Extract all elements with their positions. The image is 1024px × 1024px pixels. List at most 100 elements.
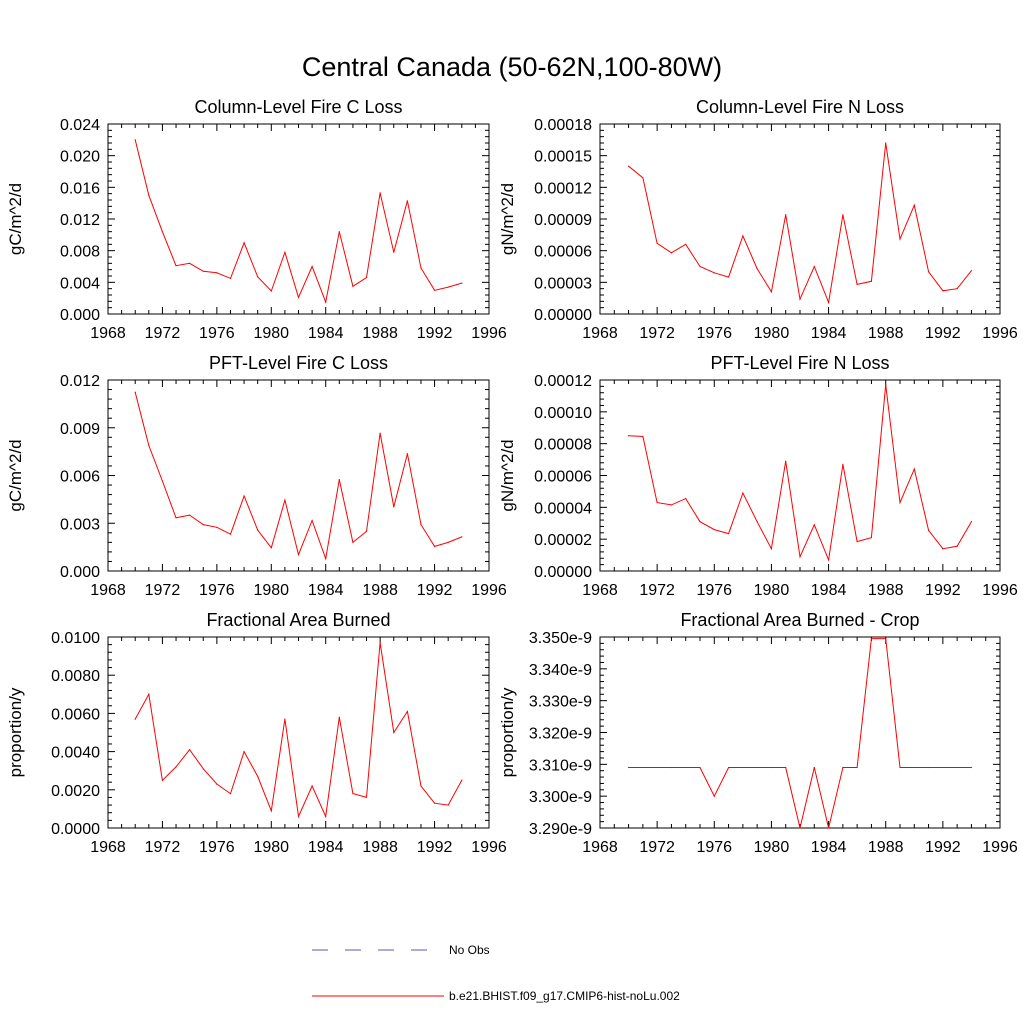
- data-point: [420, 267, 422, 269]
- x-tick-label: 1984: [811, 325, 847, 342]
- data-point: [685, 766, 687, 769]
- data-point: [942, 548, 944, 550]
- data-point: [799, 556, 801, 558]
- data-point: [134, 139, 136, 141]
- x-tick-label: 1972: [145, 839, 181, 856]
- data-point: [284, 499, 286, 501]
- x-tick-label: 1968: [90, 839, 126, 856]
- y-tick-label: 0.00000: [534, 307, 592, 324]
- data-point: [229, 793, 232, 795]
- data-point: [216, 783, 218, 785]
- y-tick-label: 0.0040: [51, 745, 100, 762]
- data-point: [642, 766, 644, 769]
- y-tick-label: 3.340e-9: [529, 662, 592, 679]
- data-point: [175, 265, 177, 267]
- data-point: [956, 766, 958, 769]
- panel-title: Fractional Area Burned: [206, 610, 390, 630]
- x-tick-label: 1972: [145, 325, 181, 342]
- data-point: [842, 463, 844, 465]
- data-point: [161, 480, 164, 482]
- y-tick-label: 0.0080: [51, 668, 100, 685]
- data-point: [297, 296, 300, 298]
- data-point: [699, 521, 701, 523]
- data-point: [447, 286, 449, 288]
- data-point: [433, 545, 436, 548]
- data-point: [770, 766, 773, 769]
- data-point: [406, 710, 408, 713]
- data-point: [785, 214, 787, 216]
- data-point: [627, 165, 630, 167]
- y-tick-label: 0.0020: [51, 783, 100, 800]
- y-tick-label: 0.00012: [534, 180, 592, 197]
- x-tick-label: 1992: [417, 839, 453, 856]
- data-point: [243, 495, 245, 497]
- data-point: [813, 766, 815, 769]
- x-tick-label: 1988: [868, 325, 904, 342]
- data-point: [970, 270, 973, 272]
- x-tick-label: 1972: [639, 839, 675, 856]
- data-point: [685, 497, 687, 500]
- data-point: [134, 718, 136, 720]
- data-point: [202, 768, 204, 770]
- y-tick-label: 0.0000: [51, 821, 100, 838]
- x-tick-label: 1984: [308, 582, 344, 599]
- figure-title: Central Canada (50-62N,100-80W): [302, 52, 722, 82]
- x-tick-label: 1968: [90, 325, 126, 342]
- data-point: [393, 731, 395, 734]
- y-tick-label: 3.310e-9: [529, 757, 592, 774]
- y-axis-label: gC/m^2/d: [6, 439, 25, 511]
- data-point: [770, 291, 773, 293]
- legend: No Obs b.e21.BHIST.f09_g17.CMIP6-hist-no…: [312, 943, 680, 1003]
- y-tick-label: 0.00003: [534, 275, 592, 292]
- y-tick-label: 0.00006: [534, 469, 592, 486]
- data-point: [870, 536, 873, 539]
- data-point: [927, 529, 930, 532]
- data-point: [379, 432, 381, 434]
- x-tick-label: 1976: [199, 325, 235, 342]
- data-point: [461, 536, 463, 538]
- y-tick-label: 0.009: [60, 421, 100, 438]
- y-axis-label: gC/m^2/d: [6, 183, 25, 255]
- data-point: [243, 242, 245, 244]
- y-axis-label: proportion/y: [6, 687, 25, 777]
- data-point: [956, 545, 958, 547]
- data-point: [325, 301, 327, 303]
- data-point: [297, 554, 300, 556]
- data-point: [447, 541, 449, 543]
- x-tick-label: 1968: [582, 839, 618, 856]
- x-tick-label: 1992: [417, 582, 453, 599]
- data-point: [899, 766, 901, 769]
- y-axis-label: gN/m^2/d: [498, 439, 517, 511]
- data-point: [148, 444, 150, 447]
- data-point: [656, 242, 658, 244]
- y-tick-label: 3.330e-9: [529, 694, 592, 711]
- x-tick-label: 1968: [90, 582, 126, 599]
- x-tick-label: 1980: [253, 839, 289, 856]
- x-tick-label: 1996: [982, 839, 1018, 856]
- data-point: [713, 529, 715, 531]
- data-point: [352, 541, 354, 543]
- x-tick-label: 1980: [754, 839, 790, 856]
- x-tick-label: 1992: [925, 582, 961, 599]
- x-tick-label: 1980: [253, 325, 289, 342]
- y-axis-label: gN/m^2/d: [498, 183, 517, 255]
- data-point: [229, 533, 232, 535]
- data-point: [885, 637, 887, 640]
- data-point: [420, 524, 422, 526]
- x-tick-label: 1972: [145, 582, 181, 599]
- y-tick-label: 0.00009: [534, 212, 592, 229]
- data-point: [670, 504, 673, 506]
- data-point: [727, 532, 730, 535]
- data-point: [827, 827, 830, 829]
- data-point: [699, 766, 701, 769]
- data-point: [325, 558, 327, 560]
- y-tick-label: 0.00012: [534, 373, 592, 390]
- y-tick-label: 0.0100: [51, 630, 100, 647]
- data-point: [365, 530, 368, 533]
- data-point: [393, 506, 395, 508]
- data-point: [699, 265, 701, 268]
- x-tick-label: 1972: [639, 325, 675, 342]
- y-tick-label: 0.006: [60, 469, 100, 486]
- data-point: [785, 766, 787, 769]
